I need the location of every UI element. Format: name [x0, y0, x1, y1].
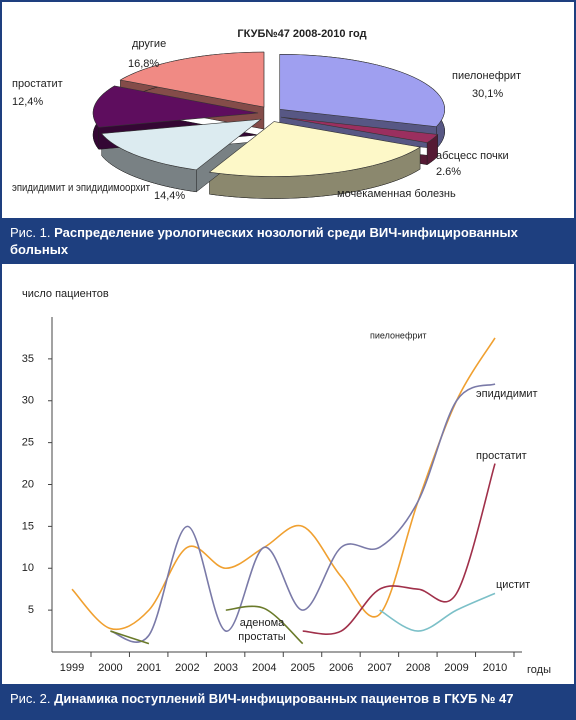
series-label: пиелонефрит [370, 330, 427, 340]
slice [208, 121, 421, 177]
x-tick-label: 2000 [98, 662, 122, 674]
x-axis-title: годы [527, 664, 551, 676]
slice-label: 14,4% [154, 190, 185, 202]
x-tick-label: 2003 [214, 662, 238, 674]
series-label: аденома простаты [238, 617, 286, 643]
slice [280, 116, 439, 144]
slice-label: пиелонефрит [452, 70, 521, 82]
x-tick-label: 2007 [367, 662, 391, 674]
x-tick-label: 2005 [290, 662, 314, 674]
x-tick-label: 2009 [444, 662, 468, 674]
slice [119, 51, 265, 108]
caption-label: Рис. 2. [10, 691, 51, 706]
slice-label: 12,4% [12, 96, 43, 108]
series-label: простатит [476, 450, 527, 462]
slice [101, 118, 262, 171]
caption-text: Динамика поступлений ВИЧ-инфицированных … [54, 691, 514, 706]
caption: Рис. 2. Динамика поступлений ВИЧ-инфицир… [2, 684, 574, 718]
y-tick-label: 30 [22, 395, 34, 407]
caption: Рис. 1. Распределение урологических нозо… [2, 218, 574, 264]
x-tick-label: 2010 [483, 662, 507, 674]
slice-label: 16,8% [128, 58, 159, 70]
caption-label: Рис. 1. [10, 225, 51, 240]
y-tick-label: 20 [22, 478, 34, 490]
y-tick-label: 5 [28, 604, 34, 616]
series-line [110, 383, 496, 643]
series-line [110, 630, 150, 645]
slice-label: абсцесс почки [436, 150, 509, 162]
slice-label: 2.6% [436, 166, 461, 178]
slice-label: мочекаменная болезнь [337, 188, 456, 200]
x-tick-label: 2002 [175, 662, 199, 674]
slice-label: 30,1% [472, 88, 503, 100]
series-line [71, 337, 496, 631]
slice-label: простатит [12, 78, 63, 90]
series-label: эпидидимит [476, 388, 538, 400]
series-line [379, 592, 496, 632]
line-chart: число пациентов годы 5 10 15 20 25 30 35 1999 2000… [22, 288, 551, 676]
chart-title: ГКУБ№47 2008-2010 год [237, 28, 366, 40]
x-tick-label: 2006 [329, 662, 353, 674]
series-label: цистит [496, 579, 530, 591]
slice-label: другие [132, 38, 166, 50]
slice [279, 54, 446, 127]
series-line [302, 463, 496, 635]
series-line [225, 605, 304, 645]
y-tick-label: 35 [22, 353, 34, 365]
y-tick-label: 10 [22, 562, 34, 574]
caption-text: Распределение урологических нозологий ср… [10, 225, 518, 257]
slice-label: эпидидимит и эпидидимоорхит [12, 182, 150, 194]
y-axis-title: число пациентов [22, 288, 109, 300]
y-tick-label: 15 [22, 520, 34, 532]
x-tick-label: 2004 [252, 662, 276, 674]
slice [92, 85, 259, 128]
pie-chart: ГКУБ№47 2008-2010 год пиелонефрит 30,1% аб… [12, 28, 521, 202]
x-tick-label: 1999 [60, 662, 84, 674]
x-tick-label: 2001 [137, 662, 161, 674]
x-tick-label: 2008 [406, 662, 430, 674]
y-tick-label: 25 [22, 437, 34, 449]
